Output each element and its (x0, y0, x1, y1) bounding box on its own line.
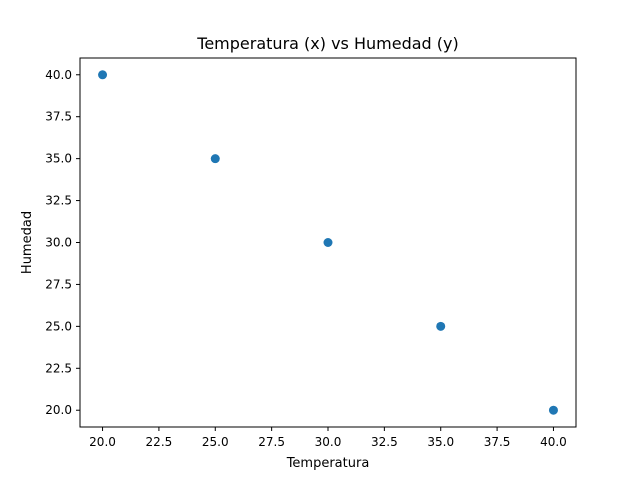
x-axis-label: Temperatura (286, 456, 370, 471)
chart-title: Temperatura (x) vs Humedad (y) (196, 34, 458, 53)
x-tick-label: 30.0 (315, 435, 342, 449)
axis-ticks: 20.0 22.5 25.0 27.5 30.0 32.5 35.0 37.5 40.0 20.0… (45, 68, 567, 449)
data-point (98, 70, 108, 80)
y-tick-label: 20.0 (45, 403, 72, 417)
data-points (98, 70, 558, 415)
x-tick-label: 40.0 (540, 435, 567, 449)
x-tick-label: 27.5 (258, 435, 285, 449)
data-point (323, 238, 333, 247)
x-tick-label: 35.0 (427, 435, 454, 449)
data-point (548, 405, 558, 415)
y-tick-label: 40.0 (45, 68, 72, 82)
y-tick-label: 22.5 (45, 361, 72, 375)
plot-frame (79, 57, 577, 428)
y-tick-label: 35.0 (45, 152, 72, 166)
x-tick-label: 32.5 (371, 435, 398, 449)
y-tick-label: 25.0 (45, 319, 72, 333)
y-tick-label: 30.0 (45, 236, 72, 250)
y-tick-label: 27.5 (45, 277, 72, 291)
y-tick-label: 32.5 (45, 194, 72, 208)
x-tick-label: 25.0 (202, 435, 229, 449)
x-tick-label: 22.5 (146, 435, 173, 449)
x-tick-label: 37.5 (484, 435, 511, 449)
data-point (436, 321, 446, 331)
x-tick-label: 20.0 (89, 435, 116, 449)
data-point (210, 154, 220, 164)
y-axis-label: Humedad (20, 211, 35, 274)
y-tick-label: 37.5 (45, 110, 72, 124)
